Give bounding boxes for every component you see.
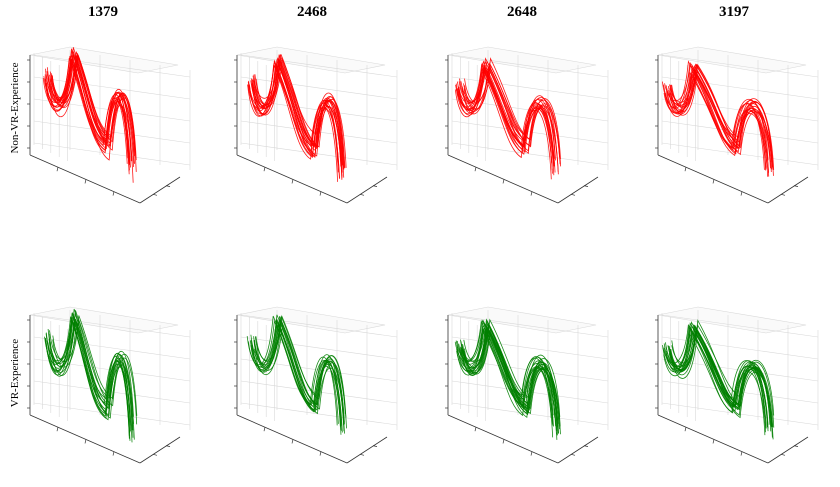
column-title-2: 2468 [297, 4, 327, 20]
panel-vr-2648 [445, 306, 609, 464]
panel-non-vr-2468 [234, 46, 398, 204]
column-title-4: 3197 [719, 4, 749, 20]
panel-non-vr-2648 [445, 46, 609, 204]
panel-vr-1379 [27, 306, 191, 464]
panel-non-vr-1379 [27, 46, 191, 204]
column-title-3: 2648 [507, 4, 537, 20]
panel-vr-2468 [234, 306, 398, 464]
column-title-1: 1379 [88, 4, 118, 20]
panel-non-vr-3197 [655, 46, 819, 204]
panel-vr-3197 [655, 306, 819, 464]
